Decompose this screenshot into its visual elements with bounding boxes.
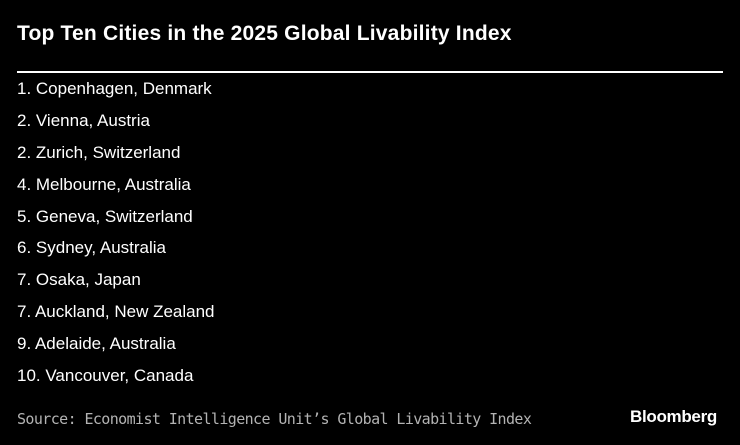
- chart-title: Top Ten Cities in the 2025 Global Livabi…: [17, 22, 512, 45]
- list-item: 5. Geneva, Switzerland: [17, 206, 193, 226]
- list-item: 1. Copenhagen, Denmark: [17, 79, 212, 98]
- source-note: Source: Economist Intelligence Unit’s Gl…: [17, 410, 532, 428]
- list-item: 2. Vienna, Austria: [17, 110, 150, 130]
- city-ranking-list: 1. Copenhagen, Denmark 2. Vienna, Austri…: [17, 76, 215, 395]
- title-divider: [17, 71, 723, 73]
- list-item: 4. Melbourne, Australia: [17, 174, 191, 194]
- bloomberg-logo: Bloomberg: [629, 407, 717, 426]
- list-item: 2. Zurich, Switzerland: [17, 142, 181, 162]
- list-item: 7. Osaka, Japan: [17, 270, 141, 290]
- list-item: 10. Vancouver, Canada: [17, 366, 194, 386]
- list-item: 6. Sydney, Australia: [17, 238, 166, 258]
- list-item: 7. Auckland, New Zealand: [17, 302, 215, 322]
- list-item: 9. Adelaide, Australia: [17, 334, 176, 354]
